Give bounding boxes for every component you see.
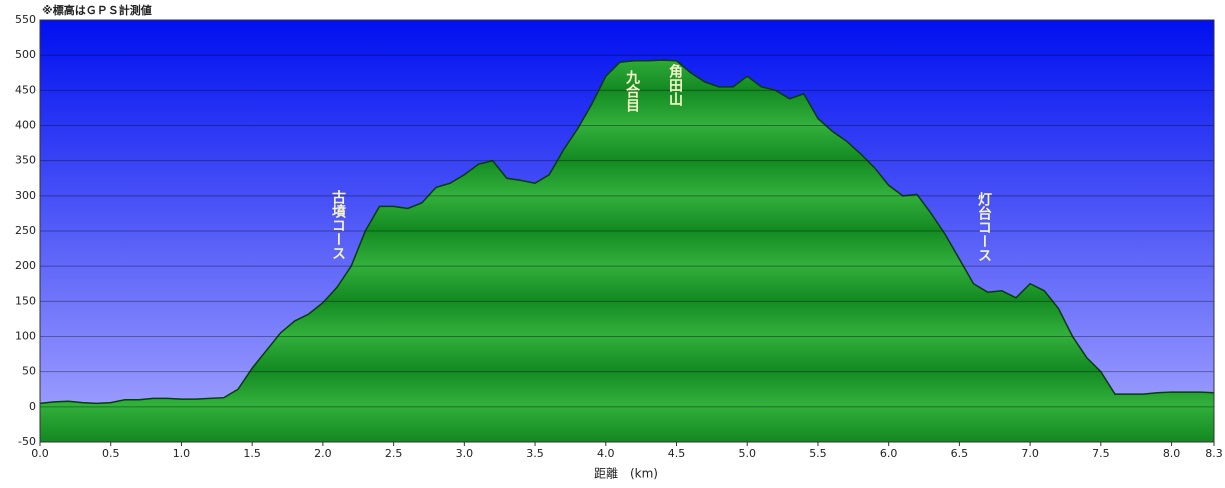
y-tick-label: 250 xyxy=(15,224,36,237)
y-tick-label: 400 xyxy=(15,119,36,132)
x-tick-label: 8.3 xyxy=(1205,447,1223,460)
x-tick-label: 3.0 xyxy=(456,447,474,460)
annotation: 角田山 xyxy=(667,63,683,107)
y-tick-label: 550 xyxy=(15,13,36,26)
note: ※標高はＧＰＳ計測値 xyxy=(42,3,152,17)
x-tick-label: 8.0 xyxy=(1163,447,1181,460)
x-tick-label: 7.5 xyxy=(1092,447,1110,460)
y-tick-label: 500 xyxy=(15,48,36,61)
annotation: 九合目 xyxy=(624,70,641,113)
y-tick-label: 50 xyxy=(22,365,36,378)
y-tick-label: 450 xyxy=(15,83,36,96)
elevation-line xyxy=(39,59,1215,405)
x-tick-label: 0.5 xyxy=(102,447,120,460)
x-tick-label: 7.0 xyxy=(1021,447,1039,460)
y-tick-label: 100 xyxy=(15,330,36,343)
y-tick-label: 150 xyxy=(15,294,36,307)
x-tick-label: 4.0 xyxy=(597,447,615,460)
x-tick-label: 6.0 xyxy=(880,447,898,460)
y-tick-label: 300 xyxy=(15,189,36,202)
annotation: 灯台コース xyxy=(976,191,992,262)
y-tick-label: 0 xyxy=(29,400,36,413)
plot-border xyxy=(39,19,1215,443)
x-tick-label: 2.0 xyxy=(314,447,332,460)
x-tick-label: 5.0 xyxy=(738,447,756,460)
x-axis-label: 距離 (km) xyxy=(594,467,658,481)
x-tick-label: 1.0 xyxy=(173,447,191,460)
x-tick-label: 0.0 xyxy=(31,447,49,460)
y-tick-label: 200 xyxy=(15,259,36,272)
x-tick-label: 5.5 xyxy=(809,447,827,460)
x-tick-label: 1.5 xyxy=(243,447,261,460)
x-tick-label: 4.5 xyxy=(668,447,686,460)
y-tick-label: -50 xyxy=(18,435,36,448)
x-tick-label: 2.5 xyxy=(385,447,403,460)
elevation-area xyxy=(40,60,1214,443)
annotation: 古墳コース xyxy=(330,189,346,260)
y-tick-label: 350 xyxy=(15,154,36,167)
x-tick-label: 6.5 xyxy=(951,447,969,460)
x-tick-label: 3.5 xyxy=(526,447,544,460)
